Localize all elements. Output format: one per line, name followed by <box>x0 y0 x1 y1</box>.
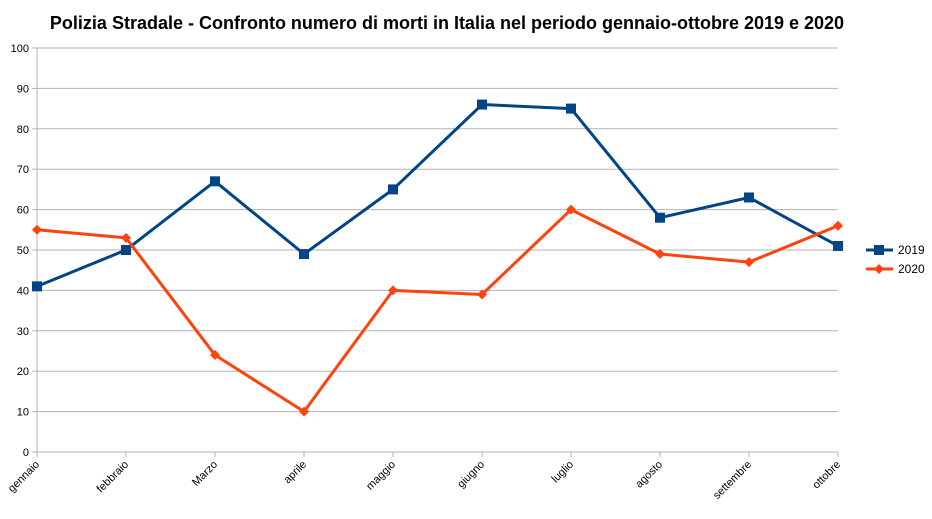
series-lines <box>32 99 843 417</box>
data-point <box>210 176 220 187</box>
y-tick-label: 60 <box>17 205 29 217</box>
data-point <box>655 212 665 223</box>
x-tick-label: ottobre <box>810 459 843 492</box>
y-tick-label: 100 <box>11 43 29 55</box>
data-point <box>299 249 309 260</box>
y-tick-label: 50 <box>17 245 29 257</box>
y-tick-label: 20 <box>17 366 29 378</box>
x-tick-label: giugno <box>455 459 487 491</box>
y-tick-label: 0 <box>23 447 29 459</box>
y-tick-label: 90 <box>17 83 29 95</box>
x-tick-label: luglio <box>549 459 576 486</box>
legend-label: 2019 <box>898 243 925 257</box>
x-tick-label: aprile <box>282 459 310 487</box>
gridlines <box>32 47 838 453</box>
series-line <box>36 103 839 288</box>
data-point <box>744 257 754 268</box>
x-tick-label: settembre <box>711 459 754 502</box>
legend-marker <box>874 245 884 255</box>
data-point <box>566 204 576 215</box>
x-tick-label: agosto <box>633 459 665 491</box>
y-tick-label: 40 <box>17 285 29 297</box>
data-point <box>32 281 42 292</box>
x-tick-label: Marzo <box>190 459 220 489</box>
x-tick-label: gennaio <box>6 459 42 495</box>
data-point <box>477 289 487 300</box>
y-axis-ticks: 0 10 20 30 40 50 60 70 80 90 100 <box>11 43 29 459</box>
data-point <box>833 220 843 231</box>
data-point <box>32 224 42 235</box>
data-point <box>566 103 576 114</box>
series-2019 <box>32 99 843 292</box>
data-point <box>121 232 131 243</box>
data-point <box>299 406 309 417</box>
data-point <box>388 184 398 195</box>
data-point <box>655 249 665 260</box>
y-tick-label: 30 <box>17 326 29 338</box>
x-tick-label: febbraio <box>95 459 132 496</box>
data-point <box>121 245 131 255</box>
data-point <box>210 350 220 361</box>
x-axis-ticks: gennaio febbraio Marzo aprile maggio giugno lu… <box>6 452 843 502</box>
series-line <box>36 208 839 414</box>
chart-title: Polizia Stradale - Confronto numero di m… <box>50 13 844 33</box>
data-point <box>388 285 398 296</box>
y-tick-label: 80 <box>17 124 29 136</box>
series-2020 <box>32 204 843 417</box>
y-tick-label: 70 <box>17 164 29 176</box>
legend-marker <box>874 264 884 274</box>
legend: 2019 2020 <box>866 243 925 276</box>
data-point <box>477 99 487 110</box>
x-tick-label: maggio <box>364 459 398 493</box>
y-tick-label: 10 <box>17 407 29 419</box>
data-point <box>833 240 843 251</box>
data-point <box>744 192 754 203</box>
legend-label: 2020 <box>898 262 925 276</box>
